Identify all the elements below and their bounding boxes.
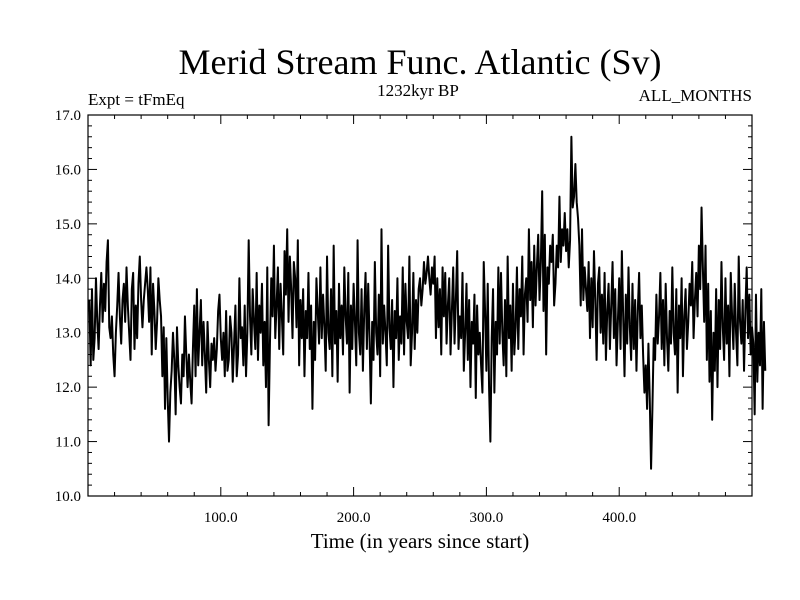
subtitle-center: 1232kyr BP — [377, 81, 459, 100]
y-tick-label: 17.0 — [55, 108, 81, 124]
x-axis-label: Time (in years since start) — [311, 529, 530, 553]
series-line-stream-function — [88, 135, 767, 470]
x-tick-label: 100.0 — [204, 510, 238, 526]
chart-title: Merid Stream Func. Atlantic (Sv) — [179, 42, 662, 82]
y-tick-label: 12.0 — [55, 380, 81, 396]
plot-frame — [87, 114, 753, 497]
subtitle-right: ALL_MONTHS — [639, 86, 752, 105]
y-tick-label: 11.0 — [55, 435, 81, 451]
y-tick-label: 14.0 — [55, 271, 81, 287]
y-tick-label: 13.0 — [55, 326, 81, 342]
x-tick-label: 300.0 — [470, 510, 504, 526]
y-tick-label: 16.0 — [55, 162, 81, 178]
subtitle-left: Expt = tFmEq — [88, 90, 185, 109]
x-tick-label: 200.0 — [337, 510, 371, 526]
x-tick-label: 400.0 — [602, 510, 636, 526]
y-tick-label: 10.0 — [55, 489, 81, 505]
y-tick-label: 15.0 — [55, 217, 81, 233]
